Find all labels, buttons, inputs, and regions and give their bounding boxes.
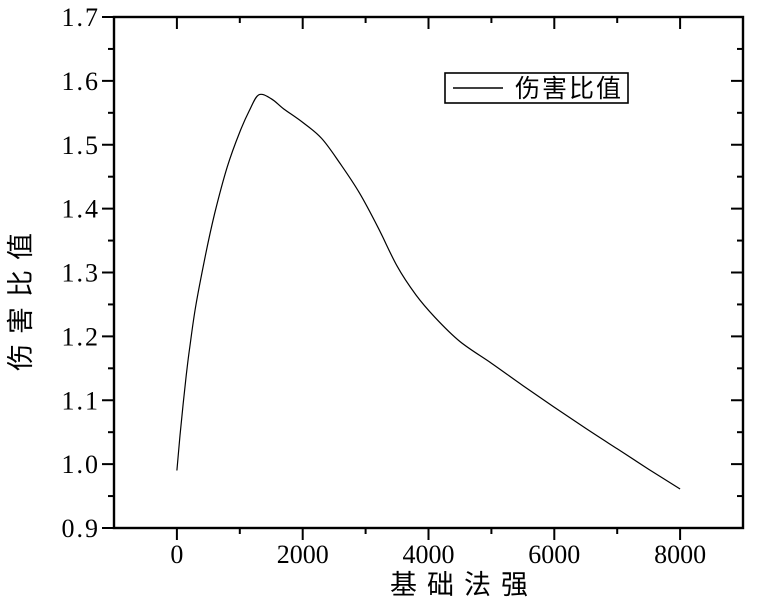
x-tick-label: 0 <box>170 540 183 569</box>
legend: 伤害比值 <box>444 72 629 104</box>
x-tick-label: 1.6 <box>62 67 101 96</box>
axis-ticks <box>102 16 743 540</box>
x-tick-label: 8000 <box>654 540 706 569</box>
x-tick-label: 1.1 <box>62 386 101 415</box>
x-tick-label: 1.2 <box>62 322 101 351</box>
x-tick-label: 0.9 <box>62 514 101 543</box>
x-tick-label: 4000 <box>403 540 455 569</box>
x-tick-label: 1.4 <box>62 195 101 224</box>
plot-frame <box>112 15 745 530</box>
damage-ratio-curve <box>176 93 681 490</box>
x-tick-label: 1.5 <box>62 131 101 160</box>
x-tick-label: 2000 <box>277 540 329 569</box>
y-axis-title: 伤害比值 <box>6 223 36 371</box>
x-axis-title: 基础法强 <box>390 570 538 600</box>
axis-tick-labels: 0 2000 4000 6000 8000 0.9 1.0 1.1 1.2 1.3 1.4 1.5 1.… <box>62 3 707 569</box>
x-tick-label: 6000 <box>528 540 580 569</box>
x-tick-label: 1.0 <box>62 450 101 479</box>
x-tick-label: 1.7 <box>62 3 101 32</box>
legend-label: 伤害比值 <box>515 75 623 103</box>
x-tick-label: 1.3 <box>62 259 101 288</box>
